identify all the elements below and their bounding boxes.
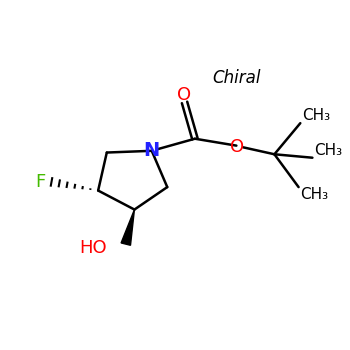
Text: CH₃: CH₃ bbox=[302, 108, 330, 123]
Text: Chiral: Chiral bbox=[212, 69, 261, 87]
Text: CH₃: CH₃ bbox=[300, 187, 328, 202]
Text: F: F bbox=[35, 173, 45, 191]
Text: O: O bbox=[230, 138, 244, 156]
Text: HO: HO bbox=[79, 239, 107, 257]
Polygon shape bbox=[121, 210, 134, 245]
Text: N: N bbox=[144, 141, 160, 160]
Text: O: O bbox=[177, 86, 191, 104]
Text: CH₃: CH₃ bbox=[314, 142, 342, 158]
